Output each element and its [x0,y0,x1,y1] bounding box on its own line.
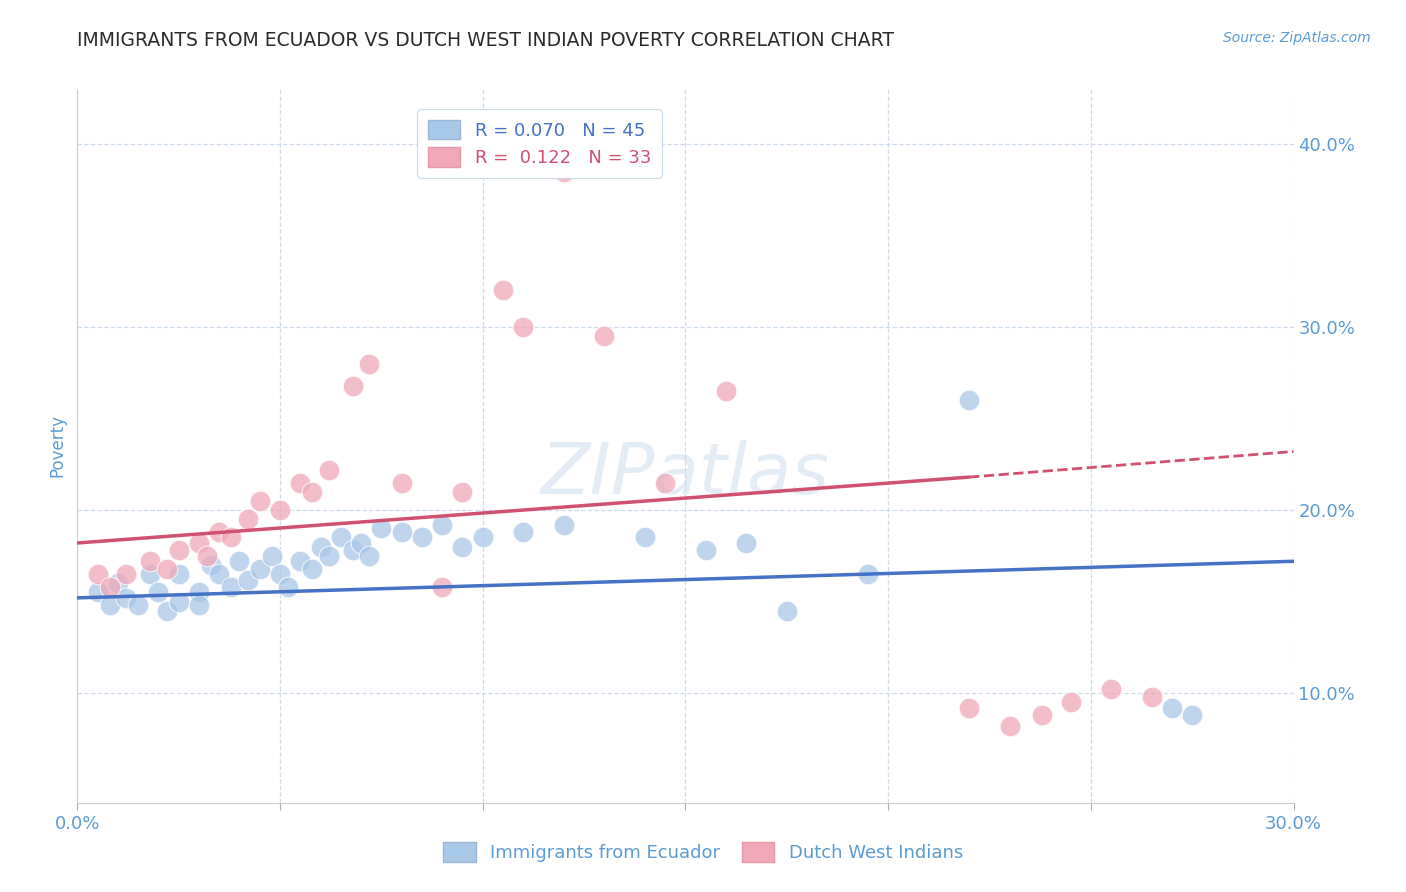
Point [309,540,332,554]
Point [167,594,190,608]
Point [512,524,534,539]
Point [411,531,433,545]
Point [1140,690,1163,704]
Point [776,604,799,618]
Point [290,554,312,568]
Point [301,484,323,499]
Point [208,567,231,582]
Point [188,598,211,612]
Point [188,536,211,550]
Point [139,554,162,568]
Point [430,517,453,532]
Point [115,567,138,582]
Point [188,585,211,599]
Point [471,531,494,545]
Point [249,561,271,575]
Point [86,567,108,582]
Legend: Immigrants from Ecuador, Dutch West Indians: Immigrants from Ecuador, Dutch West Indi… [436,835,970,870]
Point [155,561,177,575]
Point [430,580,453,594]
Point [221,580,243,594]
Point [735,536,758,550]
Point [260,549,283,563]
Point [195,549,218,563]
Point [290,475,312,490]
Point [107,576,129,591]
Point [167,567,190,582]
Point [98,580,121,594]
Point [957,700,980,714]
Y-axis label: Poverty: Poverty [48,415,66,477]
Point [301,561,323,575]
Text: ZIPatlas: ZIPatlas [541,440,830,509]
Point [451,540,474,554]
Point [856,567,879,582]
Point [1099,682,1122,697]
Point [127,598,149,612]
Point [451,484,474,499]
Point [208,524,231,539]
Point [318,463,340,477]
Point [167,543,190,558]
Legend: R = 0.070   N = 45, R =  0.122   N = 33: R = 0.070 N = 45, R = 0.122 N = 33 [418,109,662,178]
Point [391,524,413,539]
Point [370,521,392,535]
Point [391,475,413,490]
Point [512,320,534,334]
Point [148,585,170,599]
Point [350,536,373,550]
Point [957,393,980,408]
Point [236,573,259,587]
Point [329,531,352,545]
Text: IMMIGRANTS FROM ECUADOR VS DUTCH WEST INDIAN POVERTY CORRELATION CHART: IMMIGRANTS FROM ECUADOR VS DUTCH WEST IN… [77,31,894,50]
Point [359,549,381,563]
Point [654,475,676,490]
Point [228,554,250,568]
Point [342,543,364,558]
Point [634,531,657,545]
Point [1031,708,1053,723]
Point [1059,695,1081,709]
Point [86,585,108,599]
Point [236,512,259,526]
Point [221,531,243,545]
Point [553,517,575,532]
Point [593,329,616,343]
Point [318,549,340,563]
Point [269,503,291,517]
Point [269,567,291,582]
Point [1161,700,1184,714]
Point [249,494,271,508]
Point [277,580,299,594]
Point [98,598,121,612]
Point [155,604,177,618]
Point [695,543,717,558]
Point [714,384,737,398]
Text: Source: ZipAtlas.com: Source: ZipAtlas.com [1223,31,1371,45]
Point [200,558,222,572]
Point [359,357,381,371]
Point [1181,708,1204,723]
Point [139,567,162,582]
Point [115,591,138,605]
Point [342,378,364,392]
Point [998,719,1021,733]
Point [553,164,575,178]
Point [492,284,515,298]
